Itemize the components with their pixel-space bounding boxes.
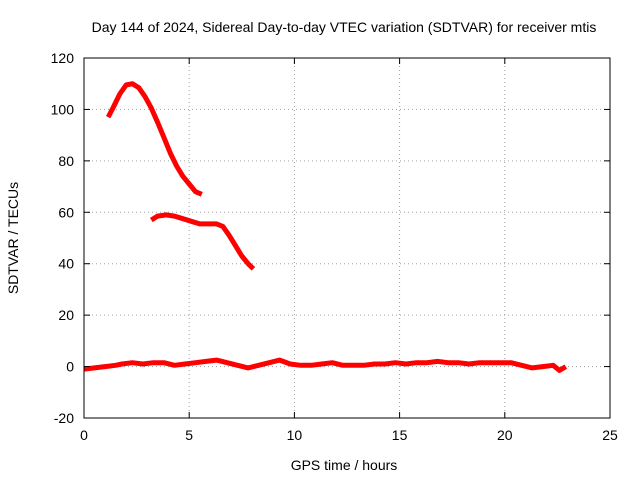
y-tick-label: 100 [51, 101, 75, 117]
y-tick-label: 0 [66, 359, 74, 375]
x-tick-label: 15 [392, 427, 408, 443]
x-tick-label: 10 [287, 427, 303, 443]
y-tick-label: 80 [58, 153, 74, 169]
y-tick-label: 40 [58, 256, 74, 272]
grid [84, 58, 610, 418]
series-line-arc-mid [149, 212, 256, 271]
series-line-arc-low [83, 357, 568, 373]
y-tick-label: 20 [58, 307, 74, 323]
x-tick-label: 20 [497, 427, 513, 443]
x-tick-label: 5 [185, 427, 193, 443]
y-tick-label: 120 [51, 50, 75, 66]
x-tick-label: 0 [80, 427, 88, 443]
y-axis-title: SDTVAR / TECUs [5, 182, 21, 294]
y-tick-label: 60 [58, 204, 74, 220]
plot-frame [83, 57, 611, 419]
axis-ticks: 0 5 10 15 20 25 -20 0 20 40 60 80 100 120 [51, 50, 618, 443]
series-group [83, 81, 568, 373]
x-axis-title: GPS time / hours [291, 457, 398, 473]
chart-title: Day 144 of 2024, Sidereal Day-to-day VTE… [92, 19, 597, 35]
x-tick-label: 25 [602, 427, 618, 443]
y-tick-label: -20 [54, 410, 74, 426]
series-line-arc-high [105, 81, 203, 197]
